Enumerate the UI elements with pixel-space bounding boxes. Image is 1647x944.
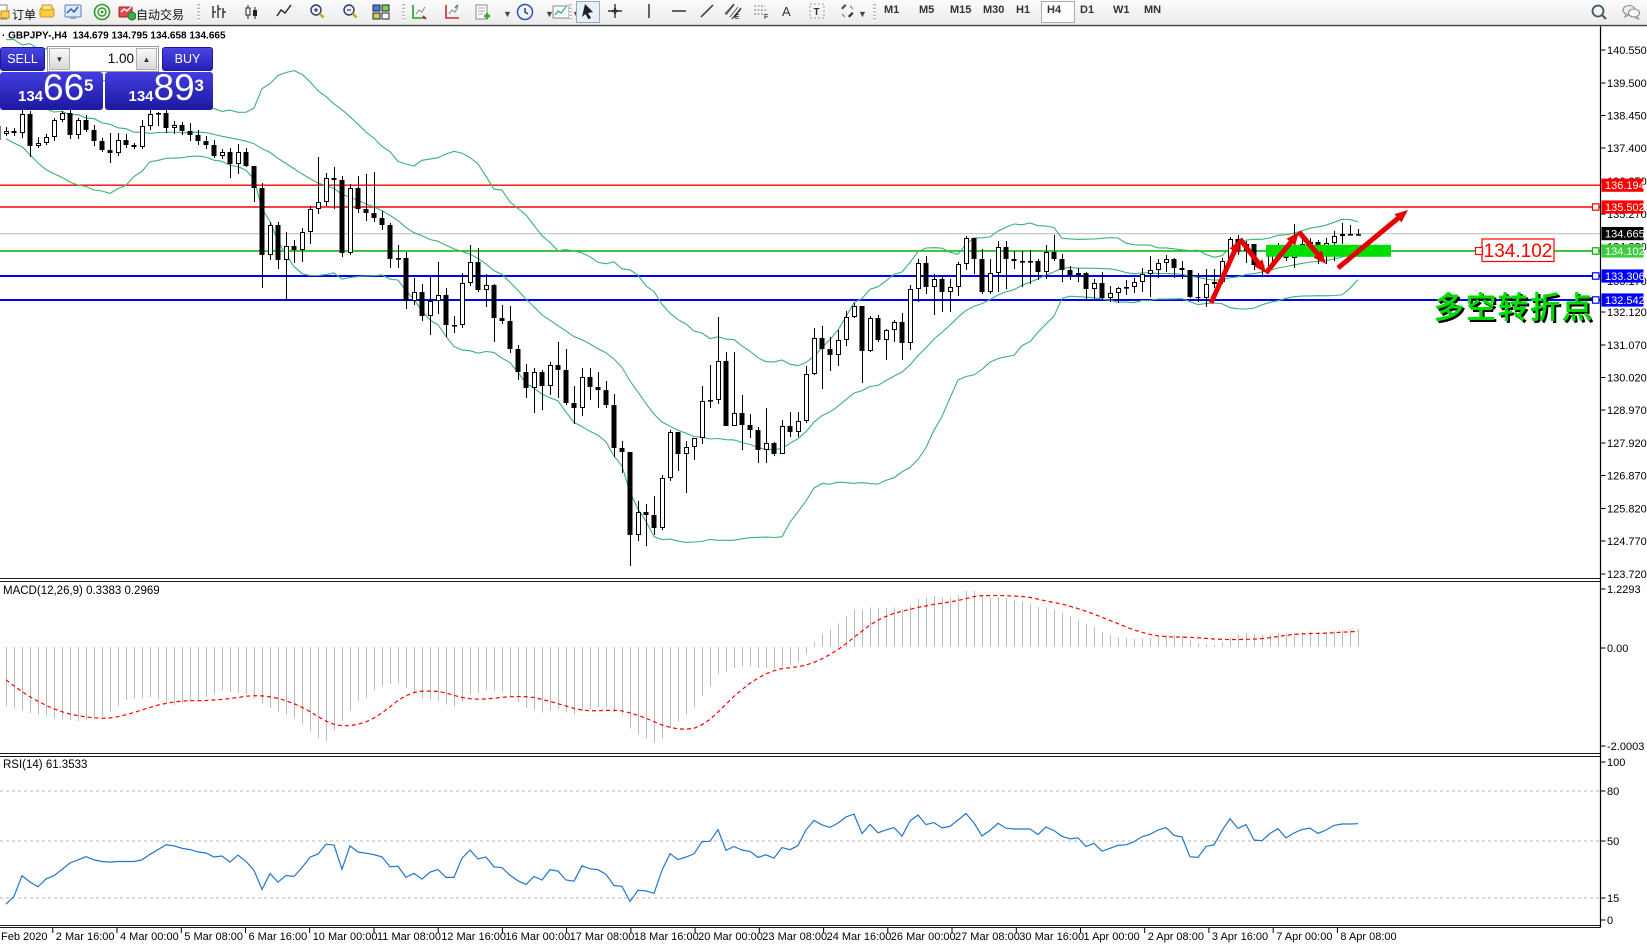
svg-text:3 Apr 16:00: 3 Apr 16:00 (1212, 931, 1268, 943)
svg-text:18 Mar 16:00: 18 Mar 16:00 (634, 931, 699, 943)
svg-text:136.194: 136.194 (1605, 180, 1645, 192)
svg-text:123.720: 123.720 (1607, 569, 1647, 581)
svg-text:1 Apr 00:00: 1 Apr 00:00 (1084, 931, 1140, 943)
svg-text:26 Mar 00:00: 26 Mar 00:00 (891, 931, 956, 943)
svg-text:E: E (735, 14, 740, 20)
svg-text:6 Mar 16:00: 6 Mar 16:00 (249, 931, 308, 943)
svg-text:5 Mar 08:00: 5 Mar 08:00 (184, 931, 243, 943)
svg-text:138.450: 138.450 (1607, 111, 1647, 123)
svg-text:F: F (764, 14, 768, 20)
svg-text:140.550: 140.550 (1607, 45, 1647, 57)
svg-text:10 Mar 00:00: 10 Mar 00:00 (313, 931, 378, 943)
svg-text:27 Mar 08:00: 27 Mar 08:00 (955, 931, 1020, 943)
svg-text:127.920: 127.920 (1607, 438, 1647, 450)
svg-text:0: 0 (1607, 915, 1613, 927)
svg-text:137.400: 137.400 (1607, 143, 1647, 155)
svg-text:24 Mar 16:00: 24 Mar 16:00 (827, 931, 892, 943)
svg-text:134.665: 134.665 (1605, 229, 1645, 241)
svg-text:MACD(12,26,9) 0.3383 0.2969: MACD(12,26,9) 0.3383 0.2969 (3, 585, 160, 597)
svg-text:11 Mar 08:00: 11 Mar 08:00 (377, 931, 441, 943)
svg-text:133.306: 133.306 (1605, 271, 1645, 283)
svg-text:4 Mar 00:00: 4 Mar 00:00 (120, 931, 179, 943)
svg-text:T: T (814, 7, 820, 18)
svg-text:124.770: 124.770 (1607, 536, 1647, 548)
svg-text:2 Mar 16:00: 2 Mar 16:00 (56, 931, 115, 943)
svg-text:2 Apr 08:00: 2 Apr 08:00 (1148, 931, 1204, 943)
svg-text:16 Mar 00:00: 16 Mar 00:00 (505, 931, 570, 943)
svg-text:30 Mar 16:00: 30 Mar 16:00 (1019, 931, 1084, 943)
svg-text:23 Mar 08:00: 23 Mar 08:00 (762, 931, 827, 943)
svg-text:139.500: 139.500 (1607, 78, 1647, 90)
svg-text:20 Mar 00:00: 20 Mar 00:00 (698, 931, 763, 943)
svg-text:8 Apr 08:00: 8 Apr 08:00 (1340, 931, 1396, 943)
svg-text:· GBPJPY-,H4 134.679 134.795: · GBPJPY-,H4 134.679 134.795 134.658 134… (2, 31, 226, 42)
svg-text:RSI(14) 61.3533: RSI(14) 61.3533 (3, 759, 87, 771)
svg-text:-2.0003: -2.0003 (1607, 741, 1644, 753)
svg-text:125.820: 125.820 (1607, 504, 1647, 516)
svg-text:130.020: 130.020 (1607, 373, 1647, 385)
svg-text:128.970: 128.970 (1607, 405, 1647, 417)
svg-text:100: 100 (1607, 757, 1625, 769)
svg-text:131.070: 131.070 (1607, 340, 1647, 352)
svg-text:134.102: 134.102 (1484, 241, 1553, 262)
svg-text:134.102: 134.102 (1605, 246, 1645, 258)
svg-text:132.120: 132.120 (1607, 307, 1647, 319)
svg-text:多空转折点: 多空转折点 (1434, 292, 1594, 325)
svg-text:135.502: 135.502 (1605, 202, 1645, 214)
svg-text:7 Apr 00:00: 7 Apr 00:00 (1276, 931, 1332, 943)
svg-text:15: 15 (1607, 893, 1619, 905)
svg-text:12 Mar 16:00: 12 Mar 16:00 (441, 931, 506, 943)
svg-text:50: 50 (1607, 836, 1619, 848)
svg-text:1.2293: 1.2293 (1607, 584, 1641, 596)
svg-text:0.00: 0.00 (1607, 643, 1628, 655)
svg-text:多空转折点: 多空转折点 (1436, 294, 1596, 327)
svg-text:132.542: 132.542 (1605, 295, 1645, 307)
svg-text:Feb 2020: Feb 2020 (1, 931, 47, 943)
svg-text:17 Mar 08:00: 17 Mar 08:00 (570, 931, 635, 943)
svg-text:126.870: 126.870 (1607, 471, 1647, 483)
svg-text:80: 80 (1607, 786, 1619, 798)
